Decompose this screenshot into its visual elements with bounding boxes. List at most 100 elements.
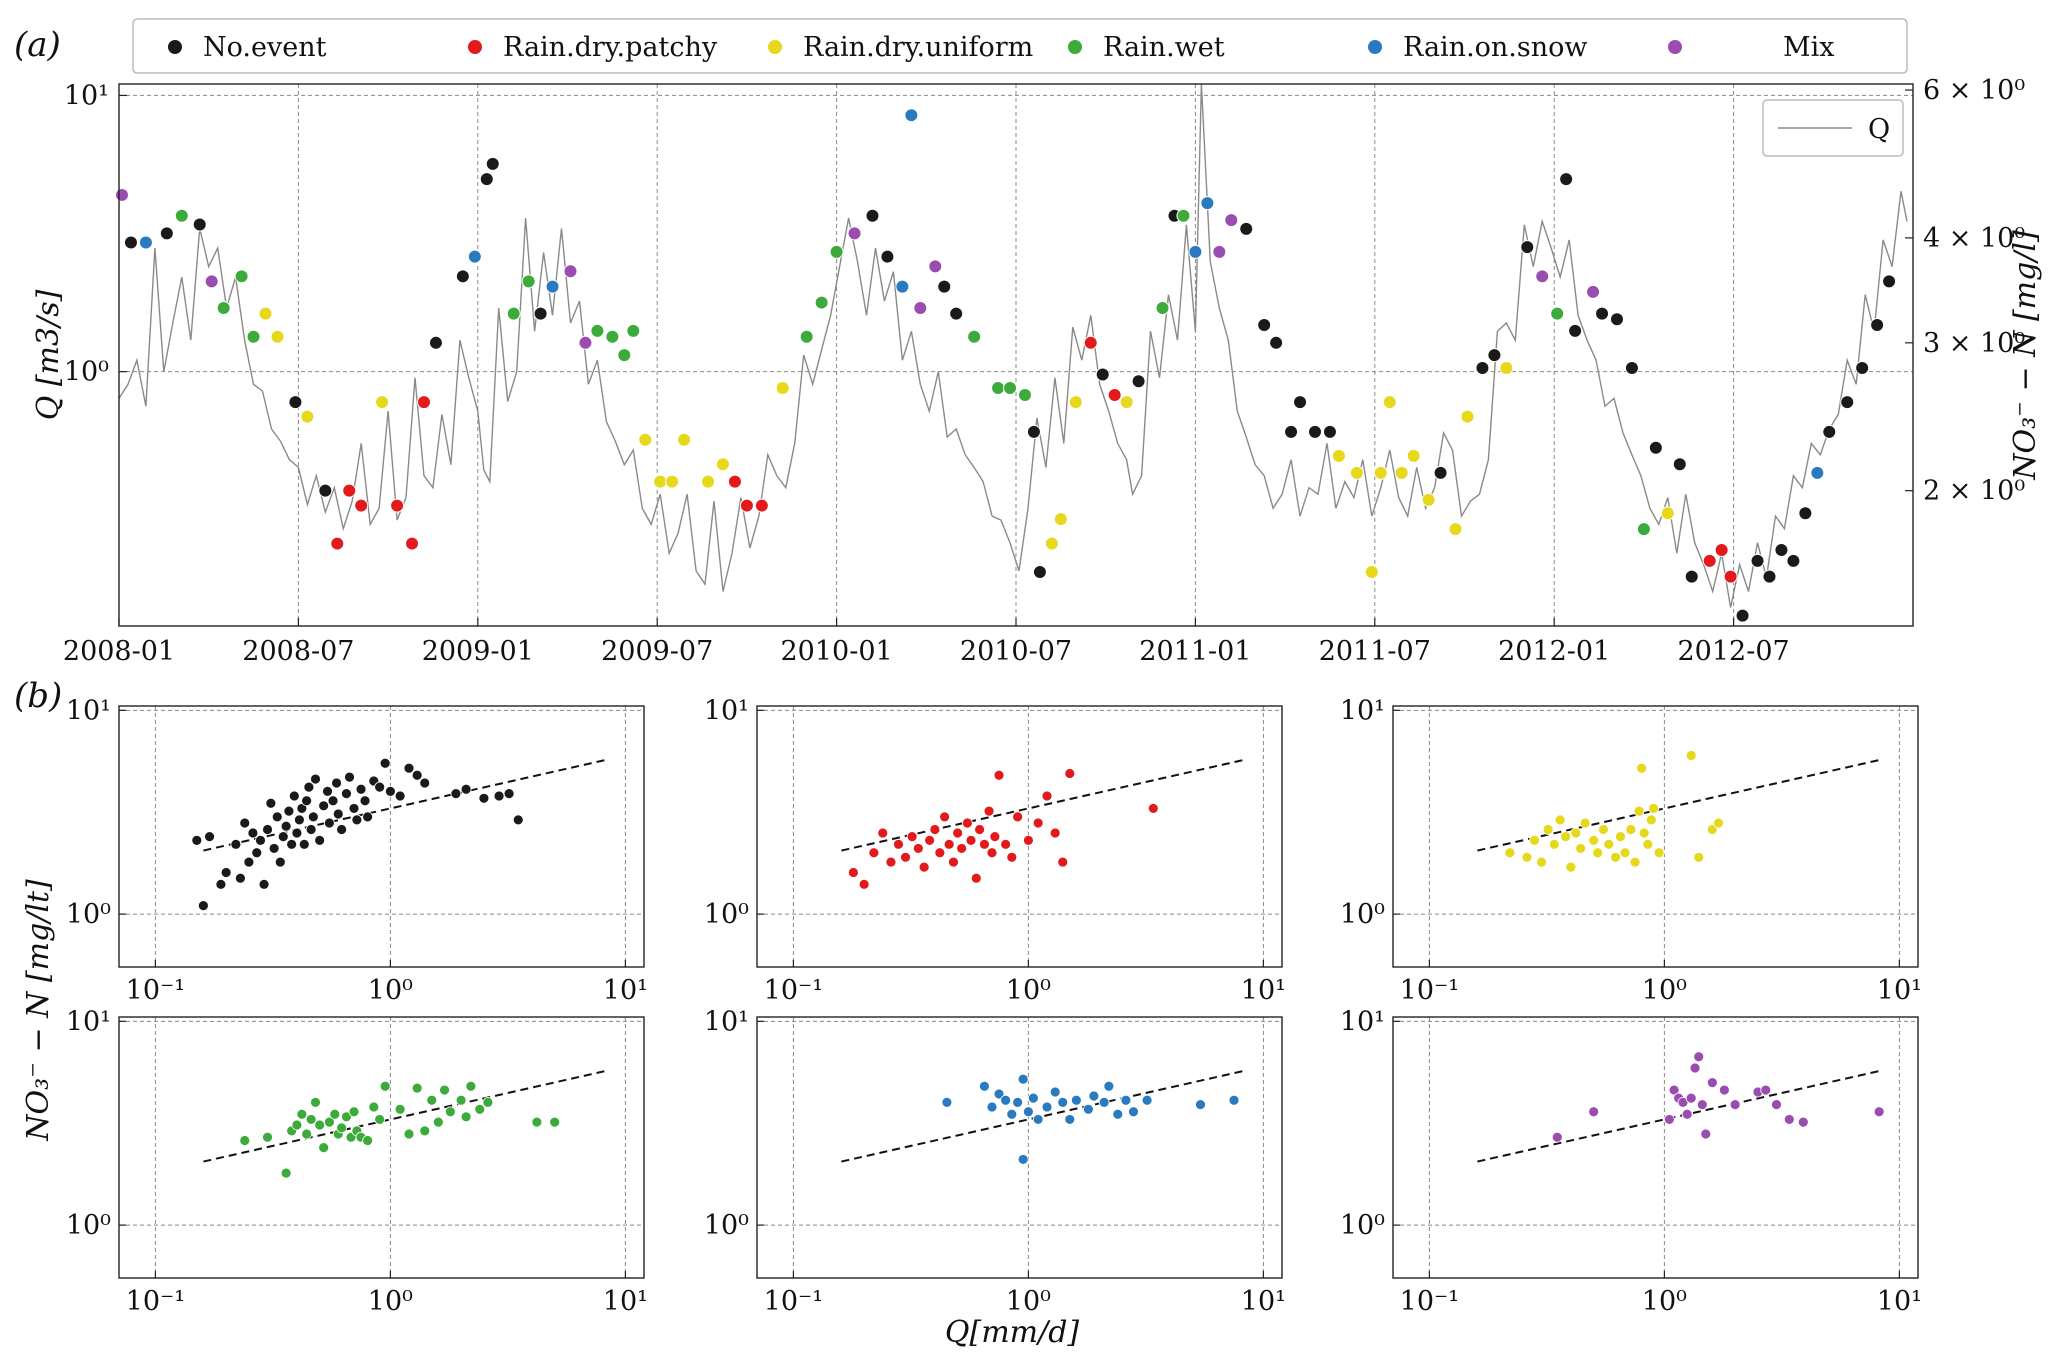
y-tick-label: 10¹: [1340, 695, 1385, 726]
scatter-point: [1645, 814, 1657, 826]
scatter-point: [1597, 824, 1609, 835]
scatter-point: [1017, 1154, 1029, 1165]
scatter-point: [493, 790, 505, 802]
nitrate-point: [1660, 506, 1675, 521]
scatter-point: [1729, 1099, 1741, 1111]
scatter-point: [394, 790, 406, 802]
x-tick-label: 2009-07: [601, 636, 713, 667]
scatter-point: [1012, 1097, 1024, 1108]
x-tick-label: 2009-01: [422, 636, 534, 667]
scatter-point: [1668, 1084, 1680, 1096]
scatter-point: [1700, 1128, 1712, 1140]
scatter-point: [310, 773, 321, 785]
y-tick-label: 10⁰: [66, 899, 111, 930]
nitrate-point: [1284, 424, 1299, 439]
subplot-no-event: 10⁻¹ 10⁰ 10¹ 10⁰ 10¹: [66, 695, 648, 1006]
nitrate-point: [234, 269, 249, 284]
scatter-point: [1027, 1092, 1039, 1104]
nitrate-point: [521, 274, 536, 289]
nitrate-point: [727, 474, 742, 489]
x-tick-label: 2012-07: [1677, 636, 1789, 667]
scatter-point: [331, 777, 342, 789]
scatter-point: [847, 867, 859, 878]
legend-marker: [168, 40, 182, 54]
nitrate-point: [1475, 360, 1490, 375]
legend-label: No.event: [203, 32, 327, 63]
nitrate-point: [880, 249, 895, 264]
legend-label: Rain.dry.patchy: [503, 32, 718, 63]
y-tick-label-left: 10⁰: [64, 357, 109, 388]
nitrate-point: [665, 474, 680, 489]
nitrate-point: [123, 235, 138, 250]
panel-b-ylabel: NO₃⁻ − N [mg/lt]: [21, 879, 56, 1142]
x-tick-label: 2008-01: [63, 636, 175, 667]
scatter-point: [336, 824, 348, 835]
scatter-point: [348, 803, 360, 814]
scatter-point: [280, 820, 292, 832]
scatter-point: [974, 824, 986, 835]
scatter-point: [1064, 768, 1076, 779]
y-tick-label: 10⁰: [1340, 899, 1385, 930]
scatter-point: [1112, 1108, 1124, 1120]
panel-a-ylabel-right: NO₃⁻ − N [mg/l]: [2008, 230, 2043, 481]
nitrate-point: [1269, 335, 1284, 350]
scatter-point: [296, 803, 308, 814]
scatter-point: [877, 827, 889, 839]
scatter-point: [465, 1080, 477, 1092]
x-tick-label: 10¹: [1877, 975, 1922, 1006]
scatter-point: [1022, 1106, 1034, 1118]
scatter-point: [1041, 790, 1053, 802]
scatter-point: [929, 824, 941, 835]
x-tick-label: 10¹: [1241, 1286, 1286, 1317]
scatter-point: [1057, 1097, 1069, 1108]
scatter-point: [1032, 817, 1044, 829]
scatter-point: [1575, 843, 1587, 854]
x-tick-label: 2010-01: [780, 636, 892, 667]
scatter-point: [411, 1082, 423, 1094]
nitrate-point: [1609, 312, 1624, 327]
scatter-point: [274, 856, 286, 868]
scatter-point: [305, 1114, 317, 1125]
nitrate-point: [506, 306, 521, 321]
legend-label: Mix: [1783, 32, 1835, 63]
scatter-point: [301, 795, 313, 807]
nitrate-point: [1364, 565, 1379, 580]
scatter-point: [1570, 827, 1582, 839]
scatter-point: [294, 814, 305, 826]
scatter-point: [384, 786, 396, 797]
scatter-point: [986, 1101, 998, 1113]
scatter-point: [291, 827, 303, 839]
y-tick-label: 10⁰: [704, 899, 749, 930]
nitrate-point: [1257, 318, 1272, 333]
y-tick-label-right: 4 × 10⁰: [1923, 223, 2025, 254]
scatter-point: [255, 834, 266, 846]
nitrate-point: [270, 329, 285, 344]
scatter-point: [952, 827, 964, 839]
scatter-point: [941, 1097, 953, 1108]
scatter-point: [1693, 1051, 1705, 1063]
nitrate-point: [1155, 301, 1170, 316]
scatter-point: [283, 805, 295, 817]
scatter-point: [1147, 803, 1159, 814]
scatter-point: [1638, 827, 1650, 839]
scatter-point: [1000, 838, 1012, 850]
scatter-point: [1718, 1084, 1730, 1096]
nitrate-point: [1750, 553, 1765, 568]
nitrate-point: [390, 498, 405, 513]
nitrate-point: [1648, 440, 1663, 455]
x-tick-label: 10⁰: [1006, 1286, 1051, 1317]
scatter-point: [906, 831, 918, 843]
nitrate-point: [895, 279, 910, 294]
scatter-point: [885, 856, 897, 868]
panel-a-frame: [118, 83, 1914, 627]
scatter-point: [359, 795, 371, 807]
scatter-point: [301, 1128, 313, 1140]
scatter-point: [322, 786, 333, 797]
scatter-point: [939, 811, 951, 823]
nitrate-point: [1373, 465, 1388, 480]
legend-marker: [1068, 40, 1082, 54]
nitrate-point: [1559, 172, 1574, 187]
nitrate-point: [1382, 395, 1397, 410]
